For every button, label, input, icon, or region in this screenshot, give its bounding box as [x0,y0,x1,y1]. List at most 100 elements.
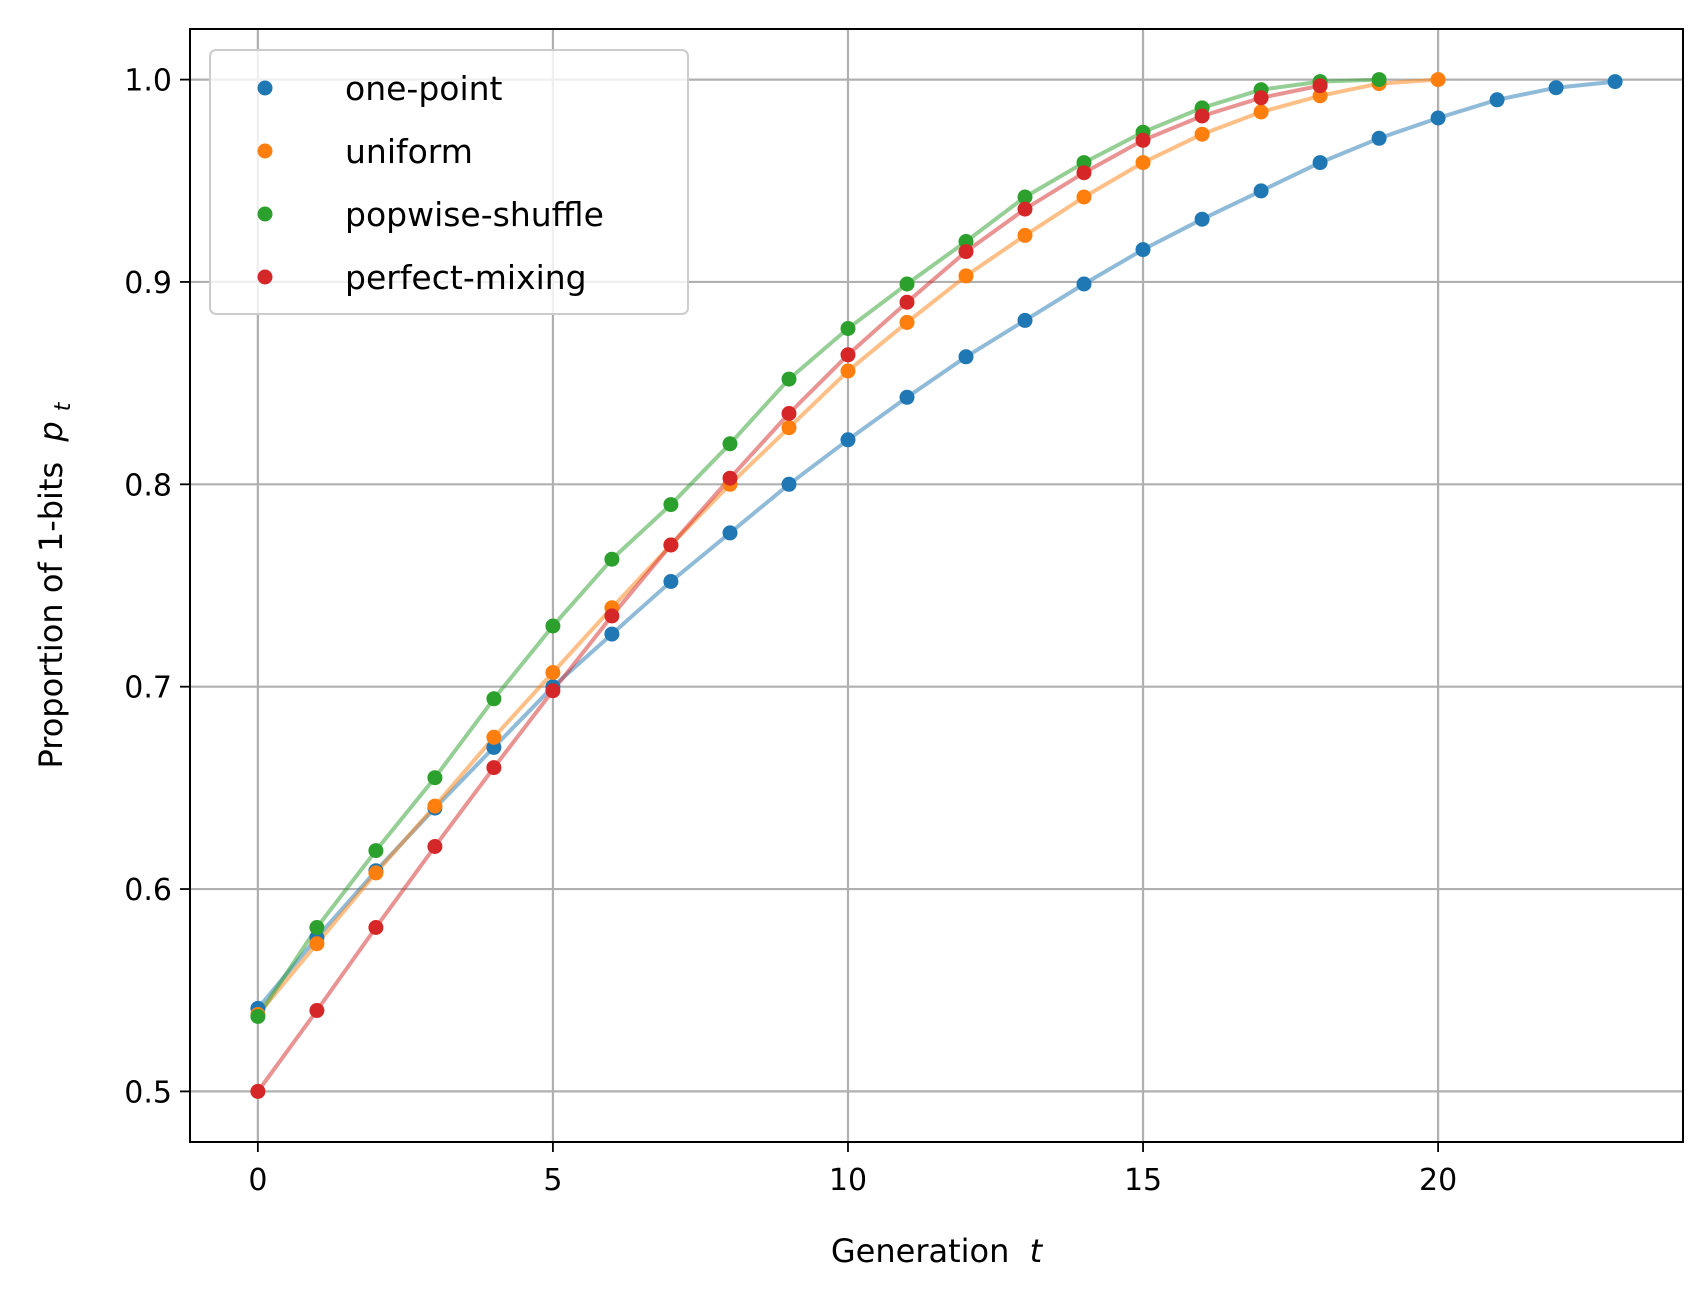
data-point-perfect-mixing [427,839,443,854]
data-point-one-point [840,432,856,448]
data-point-popwise-shuffle [781,371,797,387]
data-point-popwise-shuffle [486,691,502,707]
data-point-popwise-shuffle [250,1009,266,1024]
data-point-uniform [1430,72,1446,88]
y-tick-label: 0.8 [124,468,172,503]
data-point-one-point [781,476,797,492]
data-point-popwise-shuffle [368,843,384,859]
data-point-one-point [663,574,679,589]
data-point-uniform [899,314,915,330]
data-point-perfect-mixing [1194,108,1210,124]
y-axis-label: Proportion of 1-bits p t [32,401,76,768]
data-point-one-point [1430,110,1446,126]
data-point-perfect-mixing [840,347,856,363]
series-line-one-point [256,79,1616,1010]
x-tick-label: 5 [543,1163,562,1198]
data-point-uniform [427,798,443,814]
data-point-perfect-mixing [899,294,915,310]
x-axis-label-var: t [1030,1232,1044,1270]
data-point-popwise-shuffle [899,276,915,292]
x-tick-label: 20 [1419,1163,1457,1198]
legend-label-uniform: uniform [345,132,473,171]
y-tick-label: 0.5 [124,1075,172,1110]
data-point-uniform [1076,189,1092,205]
data-point-perfect-mixing [781,406,797,421]
data-point-perfect-mixing [309,1003,325,1018]
axis-ticks: 0 5 10 15 20 0.5 0.6 0.7 0.8 0.9 1.0 [124,64,1457,1198]
data-point-popwise-shuffle [427,770,443,786]
data-point-one-point [1194,211,1210,227]
legend-label-popwise-shuffle: popwise-shuffle [345,195,604,234]
x-axis-label-text: Generation [831,1232,1010,1270]
series-line-popwise-shuffle [256,77,1380,1018]
data-point-popwise-shuffle [1017,189,1033,205]
data-point-perfect-mixing [545,683,561,699]
data-point-perfect-mixing [486,760,502,776]
data-point-uniform [1135,155,1151,171]
data-point-popwise-shuffle [840,321,856,336]
data-point-perfect-mixing [1135,132,1151,148]
legend-label-one-point: one-point [345,69,503,108]
data-point-one-point [1312,155,1328,171]
data-point-uniform [309,936,325,952]
data-point-popwise-shuffle [663,497,679,513]
data-point-perfect-mixing [1076,165,1092,181]
data-point-popwise-shuffle [722,436,738,452]
legend-label-perfect-mixing: perfect-mixing [345,258,587,297]
data-point-popwise-shuffle [309,920,325,935]
data-point-one-point [1489,92,1505,108]
data-point-popwise-shuffle [545,618,561,634]
data-point-perfect-mixing [250,1083,266,1099]
data-point-uniform [781,420,797,436]
data-point-one-point [1135,242,1151,258]
y-tick-label: 0.9 [124,266,172,301]
data-point-one-point [1371,130,1387,146]
data-point-one-point [604,626,620,642]
data-point-uniform [1017,227,1033,243]
data-point-uniform [840,363,856,379]
legend: one-point uniform popwise-shuffle perfect-m… [209,49,689,315]
data-point-one-point [1548,80,1564,96]
data-point-one-point [722,525,738,541]
data-point-popwise-shuffle [604,551,620,567]
y-tick-label: 0.7 [124,671,172,706]
data-point-uniform [486,729,502,745]
x-tick-label: 15 [1124,1163,1162,1198]
data-point-perfect-mixing [1312,78,1328,94]
data-point-perfect-mixing [368,920,384,935]
data-point-perfect-mixing [663,537,679,553]
y-tick-label: 1.0 [124,64,172,99]
y-axis-label-var: p [32,421,70,442]
x-tick-label: 10 [829,1163,867,1198]
data-point-one-point [958,349,974,365]
legend-marker-one-point [257,80,273,96]
data-point-perfect-mixing [1017,201,1033,217]
data-point-one-point [1017,312,1033,328]
data-point-perfect-mixing [958,244,974,260]
data-point-one-point [1253,183,1269,199]
data-point-uniform [958,268,974,284]
data-point-one-point [1076,276,1092,292]
data-point-popwise-shuffle [1371,72,1387,88]
data-point-perfect-mixing [722,470,738,486]
legend-marker-perfect-mixing [257,269,273,285]
x-tick-label: 0 [248,1163,267,1198]
y-axis-label-text: Proportion of 1-bits [32,462,70,769]
legend-marker-uniform [257,143,273,159]
data-point-one-point [1607,74,1623,90]
x-axis-label: Generation t [831,1232,1044,1270]
data-point-uniform [1253,104,1269,120]
data-point-uniform [545,665,561,680]
data-point-uniform [368,865,384,881]
legend-marker-popwise-shuffle [257,206,273,222]
data-point-perfect-mixing [604,608,620,624]
y-axis-label-sub: t [51,401,76,411]
series-points [250,72,1623,1099]
data-point-one-point [899,389,915,405]
y-tick-label: 0.6 [124,873,172,908]
plot-frame [189,28,1684,1143]
data-point-perfect-mixing [1253,90,1269,106]
legend-box [209,49,689,315]
data-point-uniform [1194,126,1210,142]
